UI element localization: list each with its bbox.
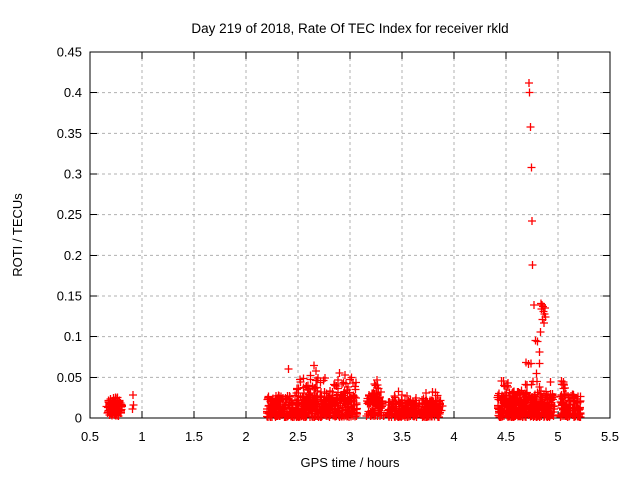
y-tick-label: 0.25 [57,207,82,222]
y-tick-label: 0.1 [64,329,82,344]
y-tick-label: 0.4 [64,85,82,100]
y-tick-labels: 0 0.05 0.1 0.15 0.2 0.25 0.3 0.35 0.4 0.45 [57,45,82,426]
x-tick-labels: 0.5 1 1.5 2 2.5 3 3.5 4 4.5 5 5.5 [81,429,619,444]
x-tick-label: 1.5 [185,429,203,444]
x-tick-label: 3 [346,429,353,444]
y-tick-label: 0.3 [64,167,82,182]
y-tick-label: 0.05 [57,370,82,385]
y-tick-label: 0.15 [57,289,82,304]
x-tick-label: 4 [450,429,457,444]
x-tick-label: 1 [138,429,145,444]
y-axis-label: ROTI / TECUs [10,193,25,277]
scatter-plus-markers [102,79,585,421]
y-tick-label: 0.45 [57,45,82,60]
x-tick-label: 3.5 [393,429,411,444]
y-tick-label: 0 [75,411,82,426]
x-tick-label: 2.5 [289,429,307,444]
x-tick-label: 4.5 [497,429,515,444]
y-tick-label: 0.2 [64,248,82,263]
data-points [102,79,585,421]
chart-title: Day 219 of 2018, Rate Of TEC Index for r… [191,21,508,36]
x-tick-label: 5.5 [601,429,619,444]
x-tick-label: 0.5 [81,429,99,444]
x-tick-label: 5 [554,429,561,444]
y-tick-label: 0.35 [57,126,82,141]
x-tick-label: 2 [242,429,249,444]
x-axis-label: GPS time / hours [301,455,400,470]
